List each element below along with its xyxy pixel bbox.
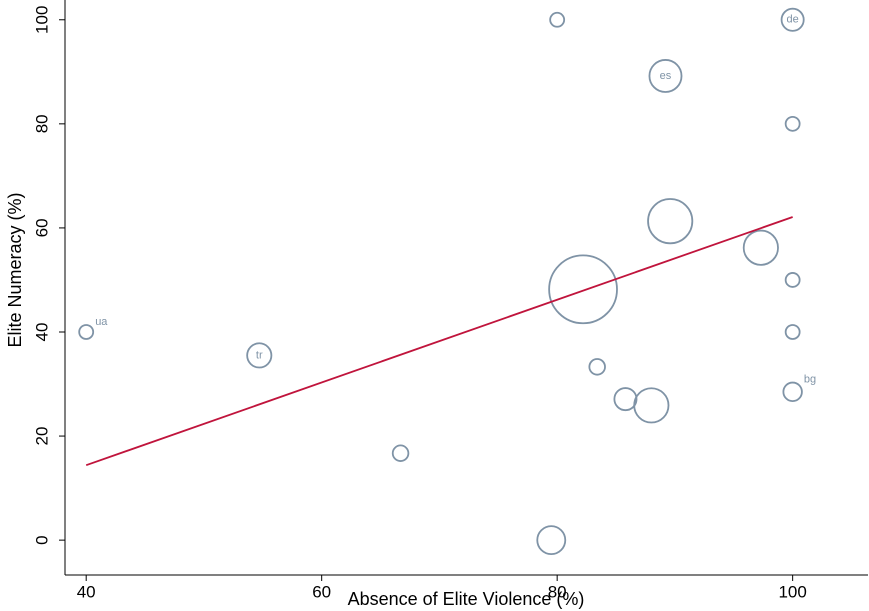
x-tick-label: 40 [77,582,96,601]
y-tick-label: 60 [32,218,51,237]
y-axis-title: Elite Numeracy (%) [5,192,25,347]
point-label: ua [95,316,108,328]
bubble [78,324,95,340]
point-label: es [660,70,672,82]
x-tick-label: 60 [312,582,331,601]
x-tick-label: 80 [548,582,567,601]
y-tick-label: 20 [32,427,51,446]
y-tick-label: 0 [32,535,51,544]
point-label: tr [256,349,263,361]
bubble [391,444,410,462]
bubble [784,324,801,340]
bubble [613,387,638,412]
bubble [548,254,618,325]
bubble [246,342,273,369]
bubble [780,7,805,32]
bubble [647,198,694,245]
x-axis-title: Absence of Elite Violence (%) [348,589,585,609]
bubble [784,272,801,288]
x-tick-label: 100 [778,582,806,601]
bubble [784,115,801,132]
fit-line [85,216,793,467]
bubble [782,381,803,402]
bubble [549,11,566,28]
bubble [742,229,779,266]
bubble [648,59,683,93]
point-label: bg [804,373,816,385]
y-tick-label: 80 [32,114,51,133]
y-tick-label: 100 [32,6,51,34]
y-tick-label: 40 [32,323,51,342]
bubble [536,525,567,556]
bubble [633,387,670,424]
bubble [588,358,606,376]
point-label: de [787,14,799,26]
